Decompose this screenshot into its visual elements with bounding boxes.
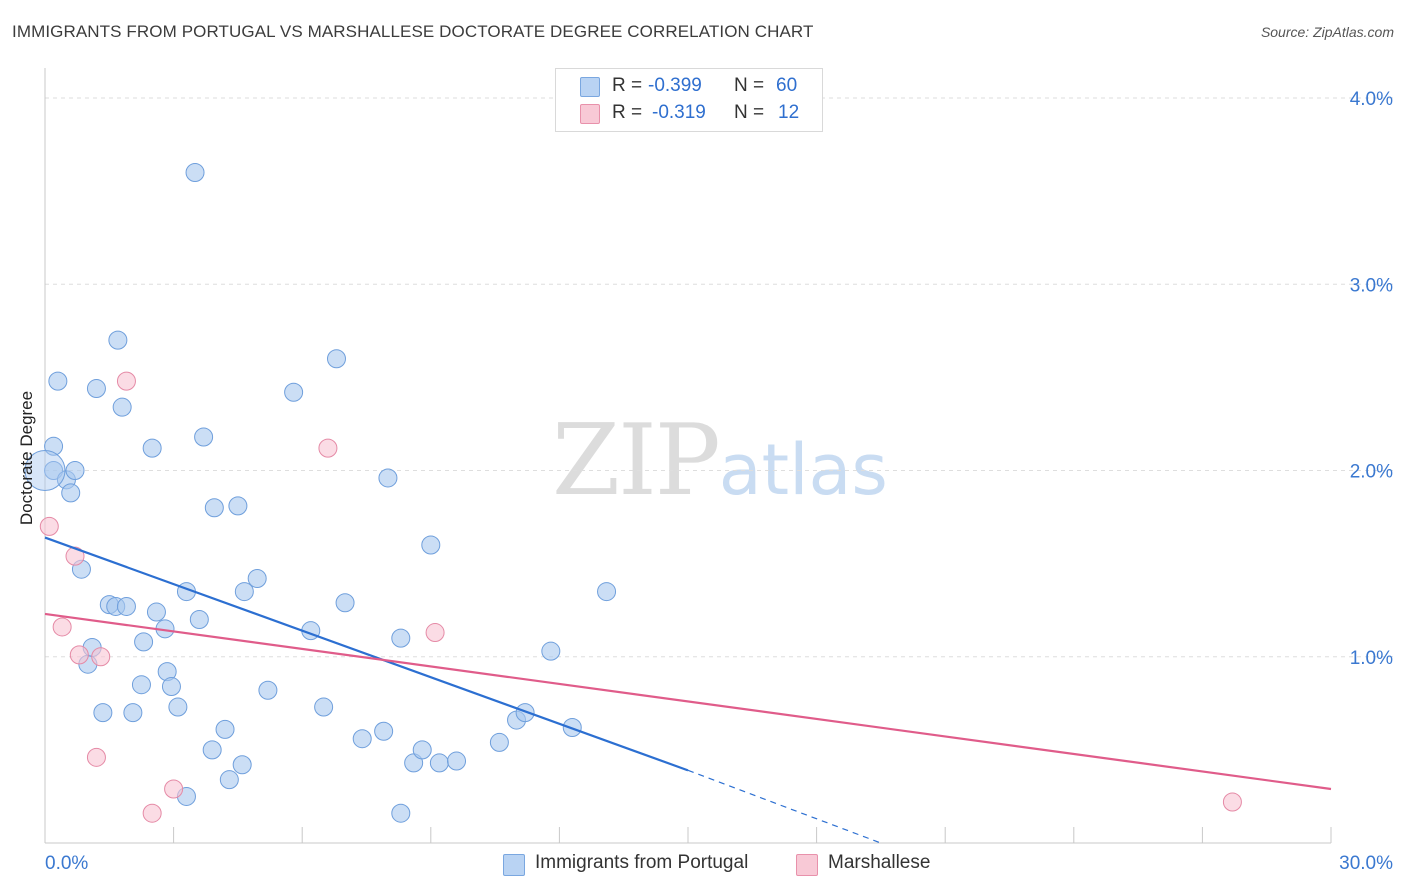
marshallese-point [86,747,106,767]
portugal-point [65,461,85,480]
y-axis-label: Doctorate Degree [17,390,36,526]
bottom-legend-swatch-marshallese [796,854,818,876]
portugal-point [284,382,304,402]
marshallese-point [39,516,59,536]
portugal-point [112,397,132,417]
portugal-point [447,751,467,771]
portugal-point [134,632,154,652]
portugal-point [131,675,151,695]
portugal-point [335,593,355,613]
portugal-point [228,496,248,516]
portugal-point [61,483,81,503]
marshallese-point [116,371,136,391]
watermark: ZIPatlas [552,404,888,518]
y-tick-label: 4.0% [1350,89,1393,110]
legend-r-value: -0.399 [648,75,702,96]
portugal-point-large [24,450,66,491]
portugal-trendline [44,536,689,772]
marshallese-point [142,803,162,823]
portugal-point [326,349,346,369]
portugal-trendline-extension [687,769,882,844]
portugal-point [142,438,162,458]
portugal-point [86,379,106,399]
portugal-point [352,729,372,749]
portugal-point [116,596,136,616]
portugal-point [374,721,394,741]
marshallese-point [164,779,184,799]
portugal-point [185,163,205,182]
watermark-zip: ZIP [552,404,721,518]
portugal-point [232,755,252,775]
chart-title: IMMIGRANTS FROM PORTUGAL VS MARSHALLESE … [12,22,814,41]
portugal-point [429,753,449,773]
portugal-point [123,703,143,723]
portugal-point [234,582,254,602]
portugal-point [412,740,432,760]
marshallese-point [52,617,72,637]
source-label: Source: ZipAtlas.com [1260,24,1394,40]
portugal-point [168,697,188,717]
bottom-legend-label-marshallese: Marshallese [828,852,931,873]
legend-n-value: 60 [776,75,798,96]
portugal-point [314,697,334,717]
portugal-point [215,719,235,739]
portugal-point [204,498,224,518]
watermark-atlas: atlas [718,429,888,511]
portugal-point [597,582,617,602]
legend-swatch-portugal [580,77,600,97]
marshallese-point [65,546,85,566]
legend-n-label: N = [734,75,765,96]
x-tick-label: 0.0% [45,853,88,874]
portugal-point [489,732,509,752]
legend-swatch-marshallese [580,104,600,124]
bottom-legend-label-portugal: Immigrants from Portugal [535,852,749,873]
portugal-point [391,628,411,648]
legend-top: R = -0.399 N = 60 R = -0.319 N = 12 [555,68,823,132]
legend-n-label: N = [734,102,765,123]
portugal-point [48,371,68,391]
marshallese-point [1222,792,1242,812]
portugal-point [44,461,64,480]
portugal-point [146,602,166,622]
portugal-point [541,641,561,661]
bottom-legend-swatch-portugal [503,854,525,876]
portugal-point [108,330,128,350]
marshallese-point [318,438,338,458]
legend-r-value: -0.319 [652,102,706,123]
marshallese-point [91,647,111,667]
marshallese-point [69,645,89,665]
legend-n-value: 12 [778,102,800,123]
portugal-point [391,803,411,823]
portugal-point [421,535,441,555]
marshallese-trendline [44,612,1332,791]
x-tick-label: 30.0% [1339,853,1393,874]
portugal-point [247,569,267,589]
legend-r-label: R = [612,102,643,123]
portugal-point [378,468,398,488]
portugal-point [93,703,113,723]
portugal-point [258,680,278,700]
y-tick-label: 1.0% [1350,648,1393,669]
marshallese-point [425,623,445,643]
portugal-point [161,677,181,697]
portugal-point [202,740,222,760]
y-tick-label: 2.0% [1350,462,1393,483]
y-tick-label: 3.0% [1350,275,1393,296]
portugal-point [515,703,535,723]
legend-r-label: R = [612,75,643,96]
portugal-point [194,427,214,447]
portugal-point [219,770,239,790]
portugal-point [189,610,209,629]
